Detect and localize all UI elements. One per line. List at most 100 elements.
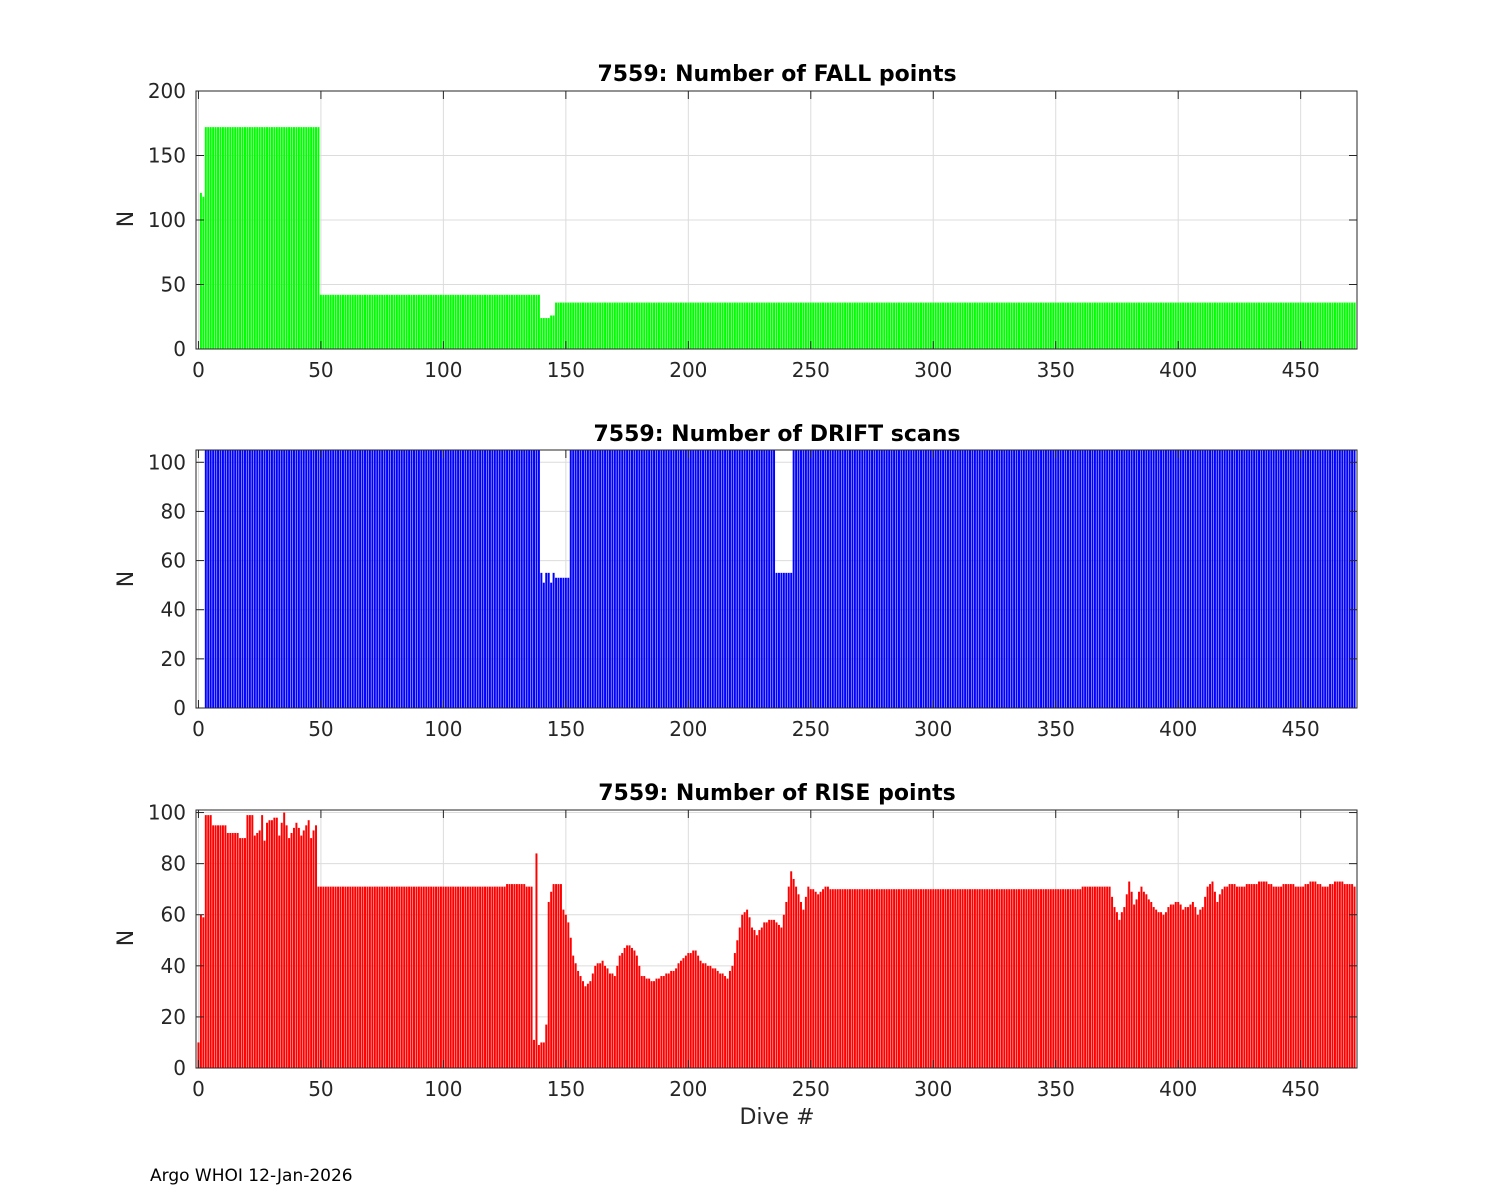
bar xyxy=(616,450,619,708)
bar xyxy=(312,450,315,708)
bar xyxy=(773,302,776,349)
bar xyxy=(1199,450,1202,708)
bar xyxy=(1057,889,1060,1068)
bar xyxy=(388,886,391,1068)
x-tick-label: 100 xyxy=(424,358,462,382)
bar xyxy=(807,886,810,1068)
bar xyxy=(1145,450,1148,708)
bar xyxy=(1331,450,1334,708)
bar xyxy=(381,886,384,1068)
bar xyxy=(755,302,758,349)
chart-title: 7559: Number of DRIFT scans xyxy=(593,422,960,447)
bar xyxy=(697,450,700,708)
bar xyxy=(525,294,528,349)
bar xyxy=(523,884,526,1068)
bar xyxy=(949,889,952,1068)
bar xyxy=(839,450,842,708)
bar xyxy=(1179,904,1182,1068)
bar xyxy=(547,318,550,349)
bar xyxy=(248,815,251,1068)
bar xyxy=(611,973,614,1068)
bar xyxy=(998,889,1001,1068)
bar xyxy=(787,572,790,708)
bar xyxy=(1098,450,1101,708)
bar xyxy=(655,450,658,708)
bar xyxy=(699,960,702,1068)
bar xyxy=(361,450,364,708)
bar xyxy=(510,450,513,708)
bar xyxy=(1089,886,1091,1068)
bar xyxy=(608,302,611,349)
bar xyxy=(601,450,604,708)
bar xyxy=(939,302,942,349)
bar xyxy=(234,450,237,708)
bar xyxy=(1258,881,1261,1068)
bar xyxy=(1277,450,1280,708)
bar xyxy=(366,886,369,1068)
bars xyxy=(199,127,1356,350)
y-axis-label: N xyxy=(114,571,139,587)
bar xyxy=(589,302,592,349)
bar xyxy=(221,127,224,350)
bar xyxy=(319,294,322,349)
bar xyxy=(721,973,724,1068)
bar xyxy=(618,302,621,349)
bar xyxy=(937,450,940,708)
x-tick-label: 350 xyxy=(1037,1077,1075,1101)
bar xyxy=(760,450,763,708)
bar xyxy=(447,294,450,349)
bar xyxy=(435,450,438,708)
bar xyxy=(623,947,626,1068)
bar xyxy=(932,450,935,708)
axes-box xyxy=(195,449,1358,709)
bar xyxy=(1047,302,1050,349)
bar xyxy=(956,889,959,1068)
bar xyxy=(1135,450,1138,708)
bar xyxy=(408,294,411,349)
bar xyxy=(506,294,509,349)
bar xyxy=(292,450,295,708)
bar xyxy=(692,302,695,349)
bar xyxy=(1015,302,1018,349)
bar xyxy=(506,884,509,1068)
bar xyxy=(733,450,736,708)
bar xyxy=(863,450,866,708)
bar xyxy=(305,127,308,350)
bar xyxy=(741,914,744,1068)
bar xyxy=(290,832,293,1068)
bar xyxy=(564,914,567,1068)
bar xyxy=(613,976,616,1068)
bar xyxy=(672,450,675,708)
bar xyxy=(954,302,957,349)
bar xyxy=(1091,450,1094,708)
bar xyxy=(241,127,244,350)
bar xyxy=(1069,889,1072,1068)
bar xyxy=(337,294,340,349)
bar xyxy=(1040,450,1043,708)
bar xyxy=(849,450,851,708)
bar xyxy=(322,450,325,708)
bar xyxy=(1047,450,1050,708)
bar xyxy=(959,450,962,708)
x-tick-label: 0 xyxy=(192,1077,205,1101)
bar xyxy=(1169,450,1172,708)
bar xyxy=(212,450,215,708)
bar xyxy=(1037,302,1040,349)
bar xyxy=(809,450,812,708)
bar xyxy=(204,815,207,1068)
bar xyxy=(1299,886,1302,1068)
bar xyxy=(1302,450,1305,708)
bar xyxy=(1209,302,1212,349)
bar xyxy=(675,450,678,708)
bar xyxy=(1035,450,1038,708)
bar xyxy=(1084,302,1087,349)
bar xyxy=(1150,450,1153,708)
bar xyxy=(795,450,798,708)
bar xyxy=(773,919,776,1068)
bar xyxy=(971,450,974,708)
bar xyxy=(873,889,876,1068)
bar xyxy=(214,127,217,350)
bar xyxy=(1018,302,1020,349)
bar xyxy=(452,886,455,1068)
bar xyxy=(814,891,817,1068)
